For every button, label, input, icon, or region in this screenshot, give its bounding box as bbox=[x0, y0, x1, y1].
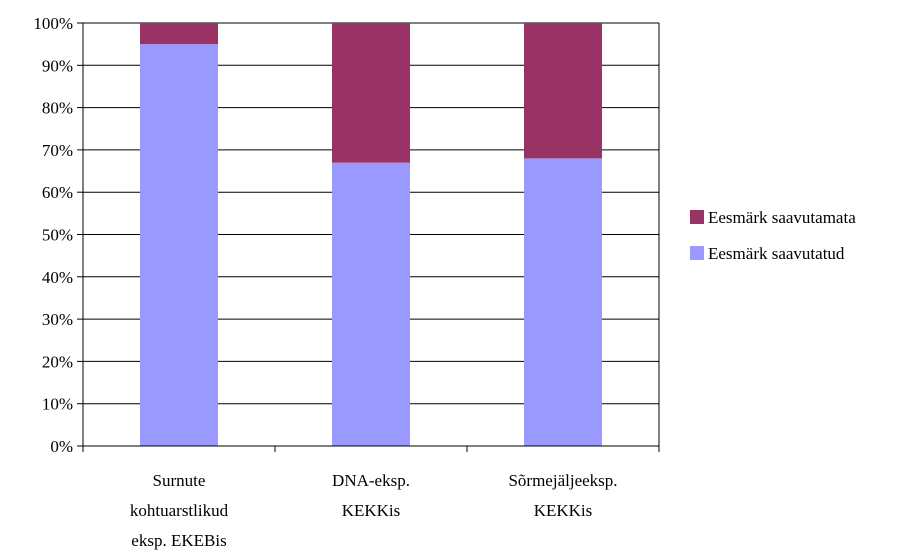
y-tick-label: 30% bbox=[42, 310, 73, 329]
y-tick-label: 60% bbox=[42, 183, 73, 202]
x-tick-label: KEKKis bbox=[342, 501, 401, 520]
legend-label: Eesmärk saavutatud bbox=[708, 244, 845, 263]
legend-label: Eesmärk saavutamata bbox=[708, 208, 856, 227]
y-tick-label: 10% bbox=[42, 395, 73, 414]
bars bbox=[140, 23, 602, 447]
y-tick-label: 40% bbox=[42, 268, 73, 287]
legend-swatch bbox=[690, 210, 704, 224]
x-tick-label: kohtuarstlikud bbox=[130, 501, 229, 520]
bar-segment bbox=[332, 23, 410, 163]
y-tick-label: 20% bbox=[42, 352, 73, 371]
legend: Eesmärk saavutamata Eesmärk saavutatud bbox=[690, 208, 856, 263]
x-tick-label: eksp. EKEBis bbox=[131, 531, 226, 550]
bar-segment bbox=[140, 23, 218, 45]
bar-segment bbox=[524, 158, 602, 447]
x-tick-label: DNA-eksp. bbox=[332, 471, 410, 490]
y-tick-label: 90% bbox=[42, 56, 73, 75]
y-tick-label: 80% bbox=[42, 99, 73, 118]
bar-segment bbox=[140, 44, 218, 447]
y-tick-label: 50% bbox=[42, 226, 73, 245]
axes bbox=[77, 22, 660, 452]
y-tick-label: 100% bbox=[33, 14, 73, 33]
x-tick-labels: Surnute kohtuarstlikud eksp. EKEBis DNA-eks… bbox=[130, 471, 618, 550]
y-tick-labels: 0% 10% 20% 30% 40% 50% 60% 70% 80% 90% 100% bbox=[33, 14, 73, 456]
x-tick-label: Sõrmejäljeeksp. bbox=[508, 471, 617, 490]
legend-swatch bbox=[690, 246, 704, 260]
bar-segment bbox=[524, 23, 602, 159]
x-tick-label: KEKKis bbox=[534, 501, 593, 520]
x-tick-label: Surnute bbox=[153, 471, 206, 490]
y-tick-label: 0% bbox=[50, 437, 73, 456]
y-tick-label: 70% bbox=[42, 141, 73, 160]
bar-segment bbox=[332, 162, 410, 446]
